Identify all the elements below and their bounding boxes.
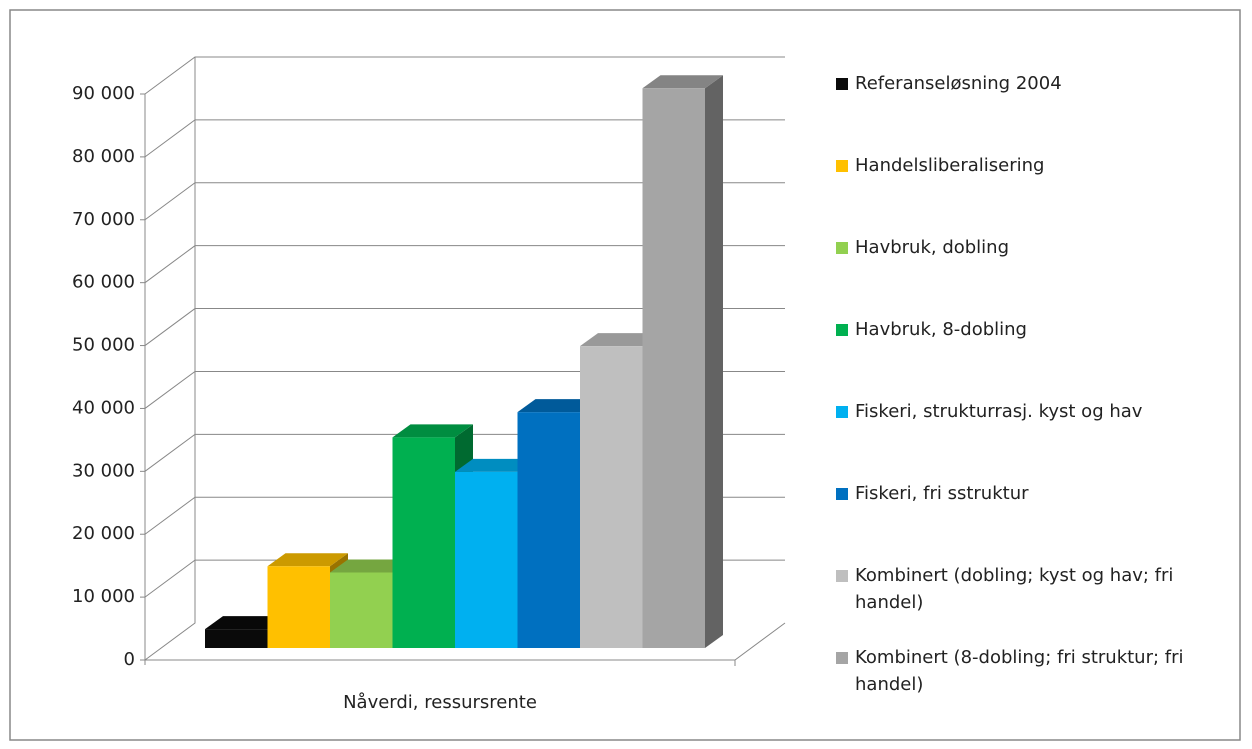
legend-label: Fiskeri, fri sstruktur bbox=[855, 483, 1029, 504]
legend-item: Havbruk, dobling bbox=[836, 234, 1009, 261]
bar-face bbox=[455, 471, 518, 648]
bar-face bbox=[330, 572, 393, 648]
bar-face bbox=[642, 75, 723, 89]
legend-swatch bbox=[836, 160, 848, 172]
grid-line bbox=[144, 308, 785, 346]
legend-label: Havbruk, dobling bbox=[855, 237, 1010, 258]
bar-face bbox=[642, 88, 705, 649]
bar-face bbox=[517, 412, 580, 648]
bar-face bbox=[705, 75, 723, 649]
legend-swatch bbox=[836, 324, 848, 336]
legend-item: Kombinert (dobling; kyst og hav; fri han… bbox=[836, 562, 1236, 616]
bar bbox=[642, 75, 723, 649]
bar-face bbox=[392, 424, 473, 438]
grid-line bbox=[144, 245, 785, 284]
chart-border bbox=[9, 9, 1241, 741]
bar-face bbox=[205, 629, 268, 648]
grid-line bbox=[144, 119, 785, 158]
legend-label: Handelsliberalisering bbox=[855, 155, 1045, 176]
x-tick-label: Nåverdi, ressursrente bbox=[343, 692, 537, 713]
legend-swatch bbox=[836, 242, 848, 254]
grid-line bbox=[144, 182, 785, 221]
bar-face bbox=[267, 553, 348, 567]
bar-face bbox=[267, 566, 330, 648]
y-tick-label: 70 000 bbox=[72, 209, 135, 230]
y-tick-label: 30 000 bbox=[72, 460, 135, 481]
grid-line bbox=[144, 56, 785, 95]
bar-face bbox=[455, 458, 536, 472]
y-tick-label: 20 000 bbox=[72, 523, 135, 544]
legend-item: Kombinert (8-dobling; fri struktur; fri … bbox=[836, 644, 1236, 698]
bar-face bbox=[205, 616, 286, 630]
y-tick-label: 80 000 bbox=[72, 146, 135, 167]
legend-label: Havbruk, 8-dobling bbox=[855, 319, 1027, 340]
bar-face bbox=[580, 346, 643, 648]
y-tick-label: 50 000 bbox=[72, 335, 135, 356]
bar-face bbox=[517, 399, 598, 413]
back-wall-edge bbox=[144, 57, 196, 661]
bar-face bbox=[580, 333, 661, 347]
legend-label: Kombinert (dobling; kyst og hav; fri han… bbox=[855, 565, 1174, 613]
bar-face bbox=[392, 437, 455, 648]
legend-swatch bbox=[836, 570, 848, 582]
y-tick-label: 90 000 bbox=[72, 83, 135, 104]
legend-item: Havbruk, 8-dobling bbox=[836, 316, 1027, 343]
legend-label: Fiskeri, strukturrasj. kyst og hav bbox=[855, 401, 1143, 422]
legend-label: Kombinert (8-dobling; fri struktur; fri … bbox=[855, 647, 1184, 695]
legend-item: Referanseløsning 2004 bbox=[836, 70, 1062, 97]
legend-label: Referanseløsning 2004 bbox=[855, 73, 1062, 94]
bar-face bbox=[330, 559, 411, 573]
legend-swatch bbox=[836, 406, 848, 418]
y-tick-label: 60 000 bbox=[72, 272, 135, 293]
legend-item: Handelsliberalisering bbox=[836, 152, 1044, 179]
y-tick-label: 10 000 bbox=[72, 586, 135, 607]
legend-swatch bbox=[836, 488, 848, 500]
y-tick-label: 40 000 bbox=[72, 397, 135, 418]
legend-swatch bbox=[836, 78, 848, 90]
legend-item: Fiskeri, fri sstruktur bbox=[836, 480, 1029, 507]
y-tick-label: 0 bbox=[124, 649, 135, 670]
legend-item: Fiskeri, strukturrasj. kyst og hav bbox=[836, 398, 1142, 425]
legend-swatch bbox=[836, 652, 848, 664]
